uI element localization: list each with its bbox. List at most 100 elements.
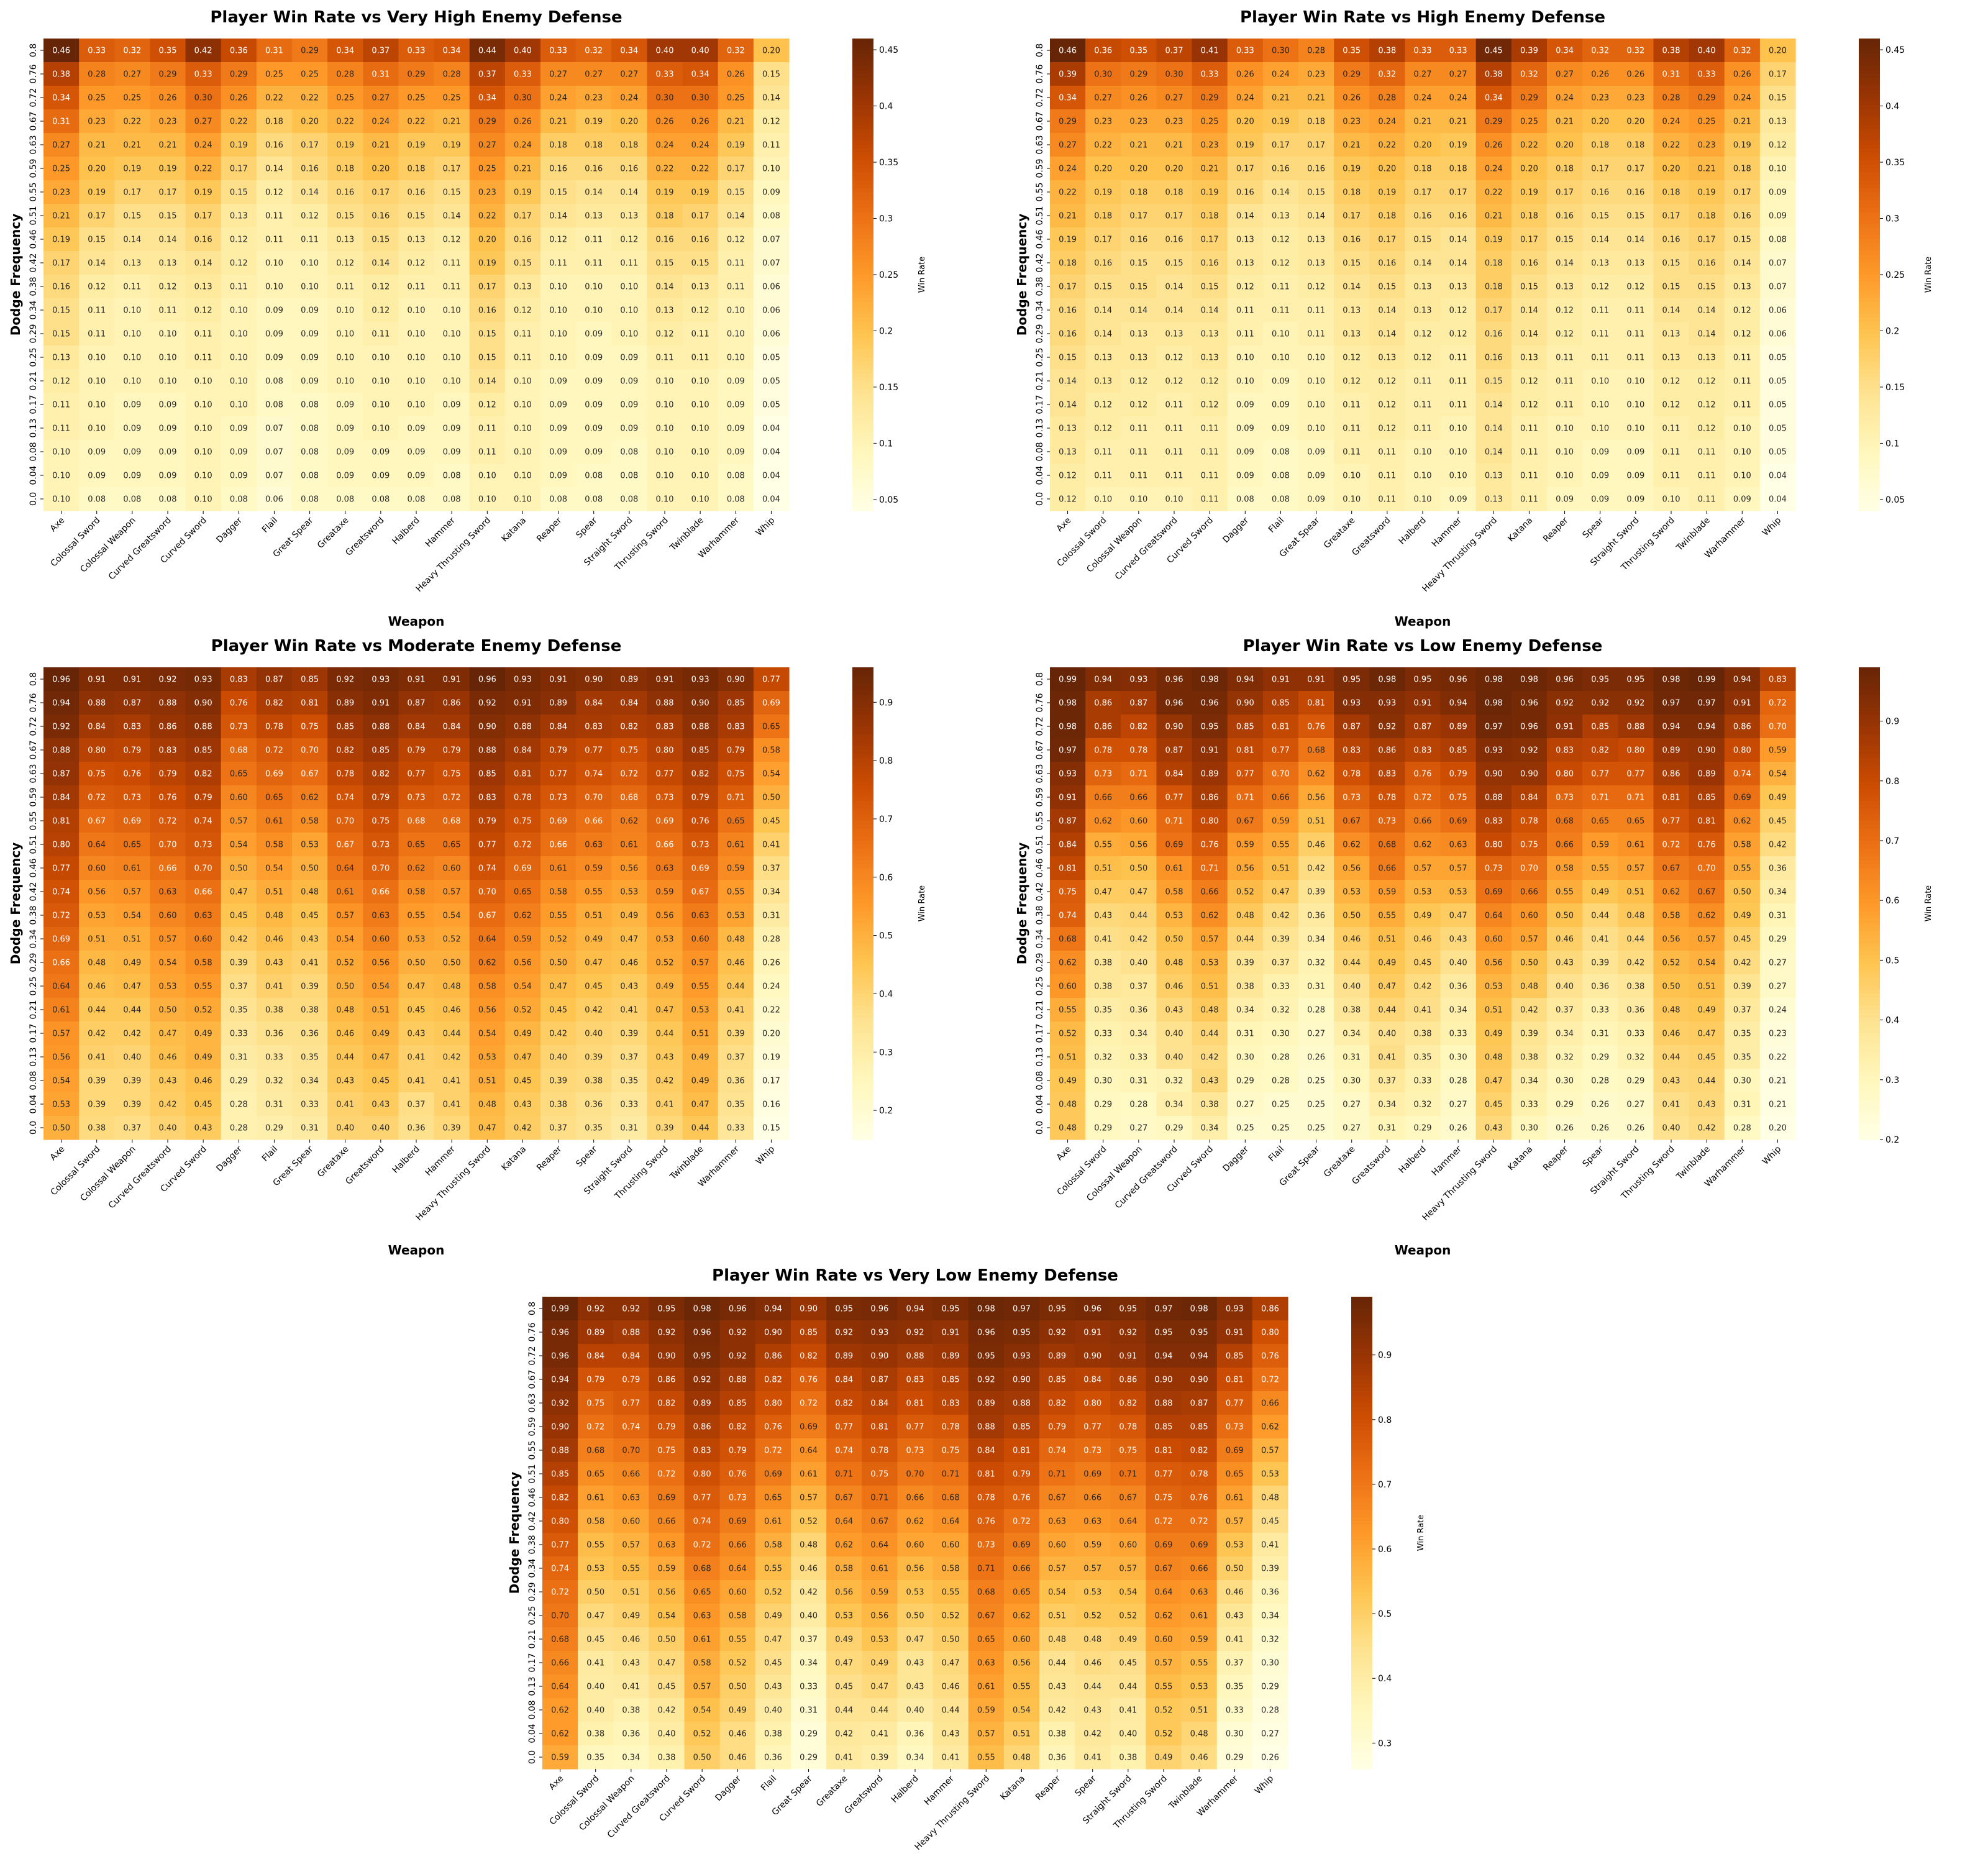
colorbar-segment xyxy=(852,50,873,55)
cell-value-label: 0.39 xyxy=(1261,1565,1279,1574)
y-tick-label: 0.76 xyxy=(1035,64,1045,83)
cell-value-label: 0.47 xyxy=(549,982,567,992)
cell-value-label: 0.92 xyxy=(1520,746,1538,756)
cell-value-label: 0.32 xyxy=(1626,1053,1644,1062)
y-tick-label: 0.08 xyxy=(29,1071,39,1090)
cell-value-label: 0.82 xyxy=(551,1494,569,1503)
cell-value-label: 0.07 xyxy=(265,472,283,481)
x-tick-label: Curved Greatsword xyxy=(107,1144,173,1211)
cell-value-label: 0.34 xyxy=(1201,1124,1219,1133)
cell-value-label: 0.72 xyxy=(586,1423,604,1432)
cell-value-label: 0.75 xyxy=(586,1399,604,1409)
heatmap-cell xyxy=(504,133,541,157)
cell-value-label: 0.37 xyxy=(408,1100,426,1110)
colorbar-segment xyxy=(852,974,873,979)
cell-value-label: 0.12 xyxy=(727,235,745,245)
cell-value-label: 0.40 xyxy=(800,1612,818,1621)
cell-value-label: 0.69 xyxy=(656,817,674,826)
colorbar-segment xyxy=(852,1002,873,1007)
cell-value-label: 0.74 xyxy=(478,864,496,874)
heatmap-panel: Player Win Rate vs Low Enemy Defense0.99… xyxy=(1015,637,1933,1258)
cell-value-label: 0.12 xyxy=(1272,259,1290,268)
cell-value-label: 0.09 xyxy=(1307,448,1325,457)
colorbar-segment xyxy=(1859,302,1880,307)
cell-value-label: 0.38 xyxy=(1378,47,1396,56)
cell-value-label: 0.57 xyxy=(1261,1446,1279,1456)
cell-value-label: 0.94 xyxy=(52,699,70,708)
colorbar-segment xyxy=(1859,907,1880,912)
colorbar-label: Win Rate xyxy=(1924,885,1933,921)
cell-value-label: 0.76 xyxy=(800,1376,818,1385)
cell-value-label: 0.39 xyxy=(123,1100,141,1110)
colorbar-segment xyxy=(852,377,873,381)
x-tick-label: Katana xyxy=(1506,1144,1534,1173)
cell-value-label: 0.90 xyxy=(870,1352,888,1361)
cell-value-label: 0.48 xyxy=(336,1006,354,1015)
heatmap-cells: 0.96 0.91 0.91 0.92 0.93 0.83 0.87 0.85 0.92 0.93… xyxy=(43,667,790,1140)
cell-value-label: 0.16 xyxy=(762,1100,780,1110)
cell-value-label: 0.14 xyxy=(1307,212,1325,221)
cell-value-label: 0.16 xyxy=(1201,259,1219,268)
cell-value-label: 0.72 xyxy=(1190,1517,1208,1527)
cell-value-label: 0.09 xyxy=(123,424,141,434)
heatmap-cell xyxy=(576,62,612,86)
heatmap-cell xyxy=(327,157,363,181)
cell-value-label: 0.08 xyxy=(265,401,283,410)
cell-value-label: 0.83 xyxy=(1556,746,1574,756)
cell-value-label: 0.34 xyxy=(1261,1612,1279,1621)
colorbar-segment xyxy=(1859,475,1880,480)
colorbar-segment xyxy=(1859,679,1880,684)
heatmap-cell xyxy=(647,109,683,134)
colorbar-segment xyxy=(852,137,873,142)
cell-value-label: 0.76 xyxy=(691,817,709,826)
cell-value-label: 0.19 xyxy=(1201,188,1219,198)
cell-value-label: 0.19 xyxy=(1343,165,1361,174)
cell-value-label: 0.51 xyxy=(1272,864,1290,874)
cell-value-label: 0.96 xyxy=(478,675,496,685)
heatmap-cell xyxy=(327,109,363,134)
cell-value-label: 0.40 xyxy=(1698,47,1716,56)
cell-value-label: 0.60 xyxy=(230,793,248,803)
cell-value-label: 0.11 xyxy=(372,330,390,339)
cell-value-label: 0.63 xyxy=(1083,1517,1101,1527)
cell-value-label: 0.41 xyxy=(620,1006,638,1015)
colorbar-segment xyxy=(1859,1092,1880,1097)
cell-value-label: 0.34 xyxy=(1769,888,1787,897)
y-tick-label: 0.17 xyxy=(29,1023,39,1043)
y-tick-label: 0.13 xyxy=(1035,1047,1045,1066)
colorbar-segment xyxy=(852,275,873,280)
cell-value-label: 0.13 xyxy=(691,283,709,292)
cell-value-label: 0.81 xyxy=(1155,1446,1173,1456)
colorbar-segment xyxy=(852,357,873,362)
heatmap-cell xyxy=(363,62,399,86)
x-tick-label: Curved Greatsword xyxy=(1113,1144,1180,1211)
cell-value-label: 0.85 xyxy=(1155,1423,1173,1432)
cell-value-label: 0.81 xyxy=(1236,746,1254,756)
cell-value-label: 0.31 xyxy=(1378,1124,1396,1133)
cell-value-label: 0.25 xyxy=(1307,1100,1325,1110)
cell-value-label: 0.14 xyxy=(478,377,496,386)
colorbar-segment xyxy=(852,483,873,488)
heatmap-cell xyxy=(469,39,506,63)
cell-value-label: 0.14 xyxy=(1201,306,1219,316)
cell-value-label: 0.10 xyxy=(514,448,532,457)
colorbar-segment xyxy=(1859,381,1880,386)
cell-value-label: 0.79 xyxy=(478,817,496,826)
cell-value-label: 0.14 xyxy=(1485,448,1503,457)
cell-value-label: 0.11 xyxy=(230,283,248,292)
cell-value-label: 0.10 xyxy=(1343,472,1361,481)
cell-value-label: 0.97 xyxy=(1698,699,1716,708)
colorbar-segment xyxy=(852,875,873,880)
cell-value-label: 0.23 xyxy=(1094,117,1112,127)
cell-value-label: 0.45 xyxy=(514,1077,532,1086)
heatmap-cell xyxy=(504,39,541,63)
cell-value-label: 0.15 xyxy=(52,306,70,316)
cell-value-label: 0.89 xyxy=(1698,770,1716,779)
cell-value-label: 0.77 xyxy=(1626,770,1644,779)
cell-value-label: 0.62 xyxy=(1155,1612,1173,1621)
cell-value-label: 0.27 xyxy=(1769,959,1787,968)
cell-value-label: 0.53 xyxy=(408,935,426,944)
colorbar-segment xyxy=(852,188,873,193)
cell-value-label: 0.33 xyxy=(1236,47,1254,56)
